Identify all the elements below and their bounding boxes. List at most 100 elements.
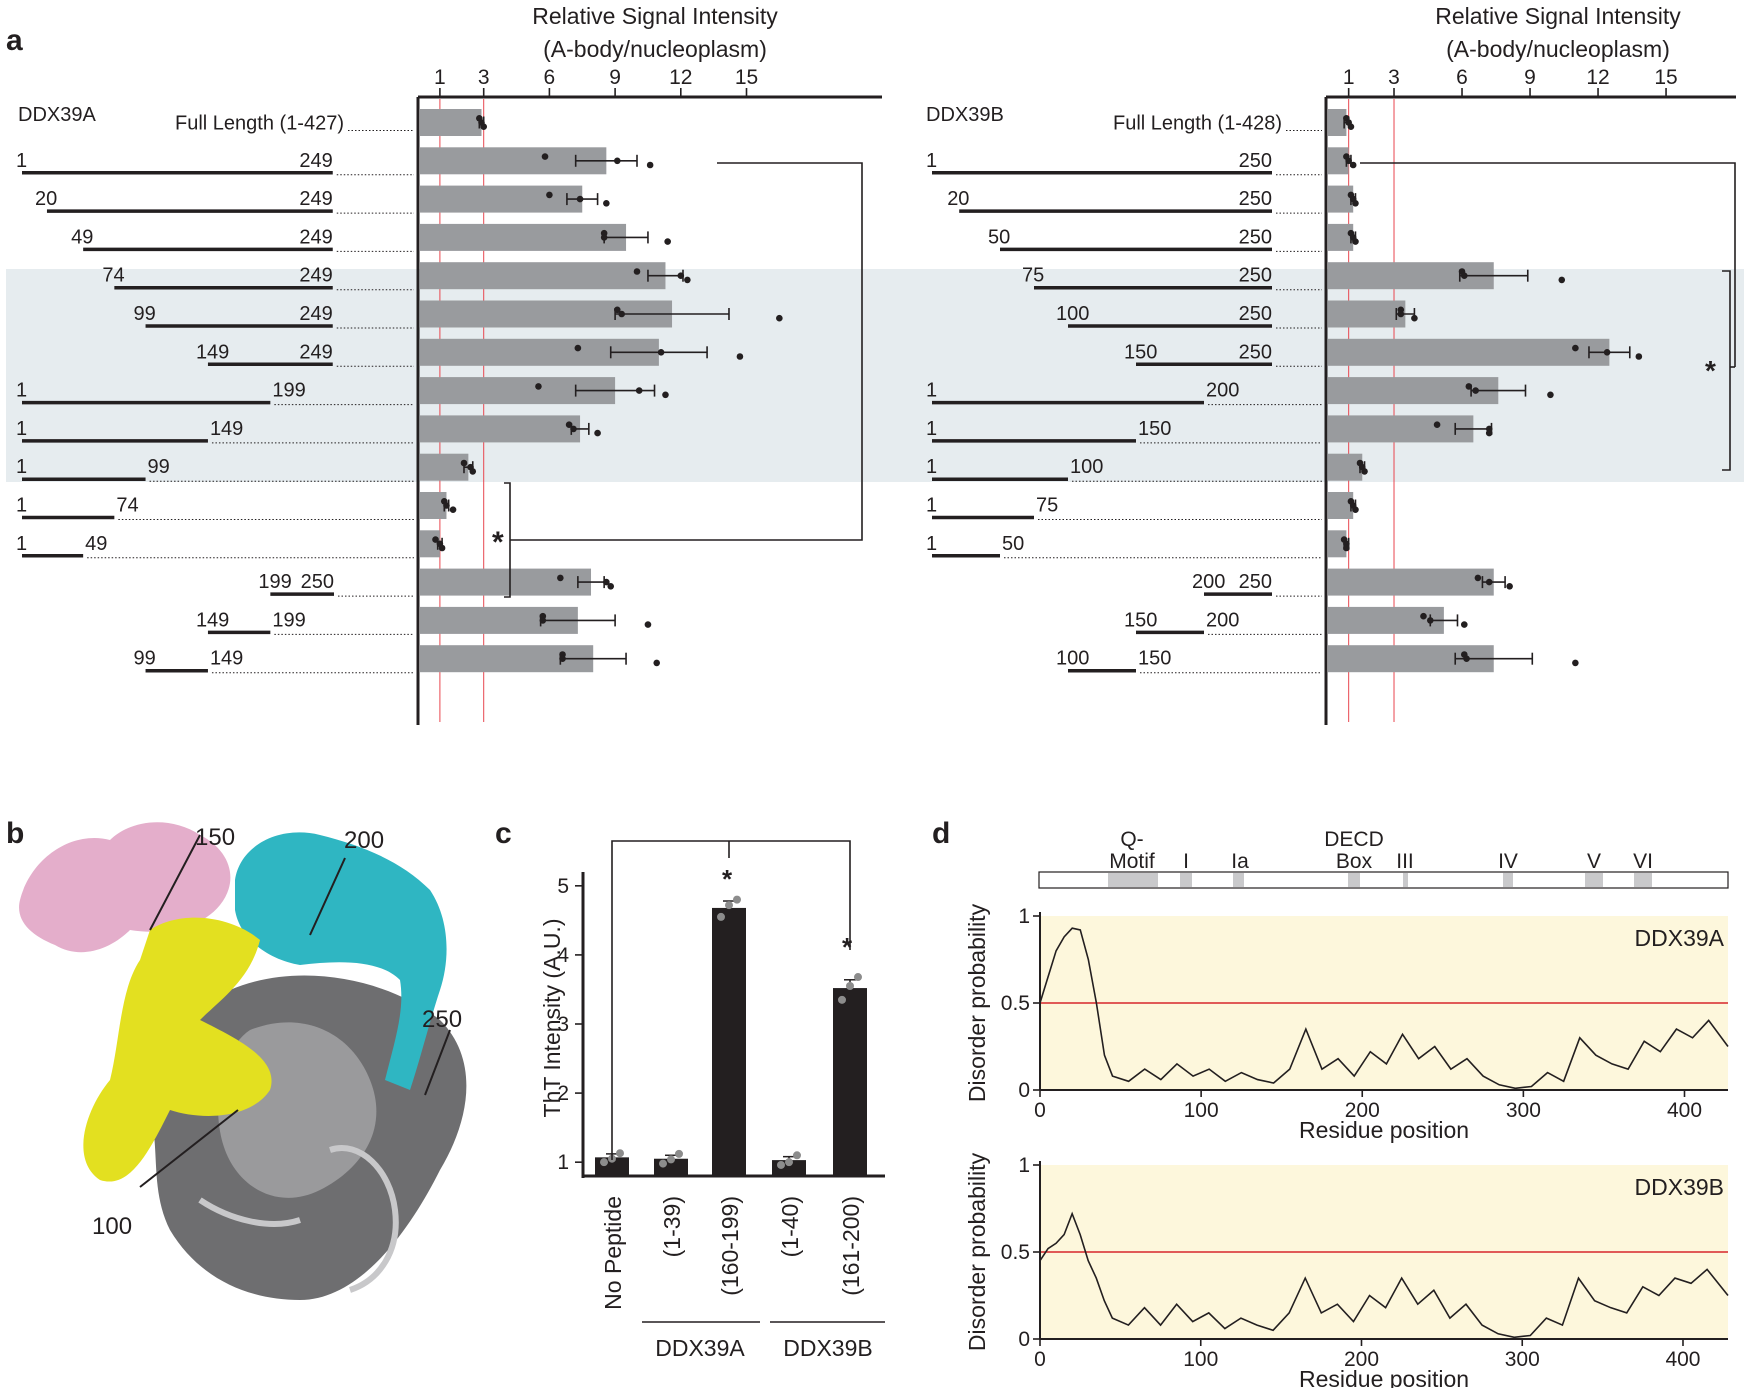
ddx39b-xtick-label: 9 bbox=[1524, 66, 1536, 89]
disorder-xtick-label: 0 bbox=[1034, 1348, 1046, 1371]
ddx39a-data-point bbox=[443, 502, 450, 509]
ddx39b-data-point bbox=[1352, 200, 1359, 207]
disorder-plot-ddx39b: 0 0.5 1 0 100 200 300 400 Residue position Disord… bbox=[964, 1152, 1729, 1388]
ddx39a-data-point bbox=[449, 506, 457, 513]
tht-data-point bbox=[659, 1159, 667, 1168]
disorder-ytick-label: 1 bbox=[1018, 905, 1030, 928]
ddx39a-data-point bbox=[535, 383, 542, 390]
domain-label-vi: VI bbox=[1633, 850, 1653, 873]
ddx39a-data-point bbox=[570, 425, 577, 433]
disorder-xtick-label: 200 bbox=[1344, 1348, 1379, 1371]
ddx39b-segment-end: 250 bbox=[1239, 341, 1272, 363]
disorder-series-line bbox=[1039, 927, 1729, 1090]
tht-bar bbox=[833, 988, 867, 1176]
tht-category-label: (1-39) bbox=[659, 1196, 685, 1257]
panel-a: a Relative Signal Intensity (A-body/nucl… bbox=[6, 3, 1744, 725]
ddx39a-data-point bbox=[635, 387, 643, 394]
ddx39a-data-point bbox=[574, 344, 582, 352]
ddx39b-segment-start: 1 bbox=[926, 456, 937, 478]
ddx39a-data-point bbox=[613, 157, 621, 165]
ddx39b-bar bbox=[1328, 606, 1444, 634]
ddx39b-data-point bbox=[1397, 310, 1405, 318]
group-label-ddx39a: DDX39A bbox=[655, 1335, 745, 1361]
right-rows: Full Length (1-428) 1 250 20 250 50 250 75 250 10… bbox=[926, 113, 1322, 674]
domain-vi bbox=[1634, 873, 1652, 887]
ddx39a-segment-start: 74 bbox=[102, 265, 124, 287]
ddx39b-data-point bbox=[1361, 468, 1368, 475]
ddx39a-data-point bbox=[546, 191, 553, 199]
ddx39a-segment-start: 149 bbox=[196, 341, 229, 363]
disorder-x-label: Residue position bbox=[1299, 1117, 1469, 1143]
panel-d-letter: d bbox=[932, 817, 950, 850]
ddx39a-data-point bbox=[644, 621, 652, 628]
ddx39a-segment-start: 149 bbox=[196, 609, 229, 631]
ddx39b-data-point bbox=[1460, 621, 1468, 628]
tht-ytick-label: 1 bbox=[557, 1151, 569, 1174]
ddx39b-segment-start: 100 bbox=[1056, 303, 1089, 325]
domain-iv bbox=[1503, 873, 1513, 887]
ddx39a-segment-end: 49 bbox=[85, 533, 107, 555]
right-sig-bracket-outer bbox=[1360, 162, 1736, 367]
domain-label-motif: Motif bbox=[1109, 850, 1155, 873]
ddx39b-segment-end: 250 bbox=[1239, 571, 1272, 593]
disorder-xtick-label: 400 bbox=[1665, 1348, 1700, 1371]
ddx39a-segment-end: 74 bbox=[116, 495, 138, 517]
ddx39b-segment-end: 200 bbox=[1206, 380, 1239, 402]
ddx39a-data-point bbox=[677, 272, 685, 280]
ddx39a-segment-start: 1 bbox=[16, 495, 27, 517]
tht-data-point bbox=[846, 982, 854, 990]
domain-label-i: I bbox=[1183, 850, 1189, 873]
disorder-plot-title: DDX39B bbox=[1635, 1174, 1724, 1200]
ddx39b-data-point bbox=[1506, 583, 1513, 590]
disorder-xtick-label: 0 bbox=[1034, 1099, 1046, 1122]
ddx39b-data-point bbox=[1352, 238, 1359, 245]
yellow-region-shape bbox=[83, 917, 272, 1182]
ddx39b-segment-start: 1 bbox=[926, 150, 937, 172]
ddx39b-bar bbox=[1328, 109, 1347, 136]
ddx39a-data-point bbox=[594, 429, 601, 437]
disorder-x-label: Residue position bbox=[1299, 1366, 1469, 1388]
core-loop-2 bbox=[198, 1197, 301, 1227]
ddx39a-segment-end: 149 bbox=[210, 648, 243, 670]
ddx39a-data-point bbox=[657, 349, 665, 356]
ddx39b-data-point bbox=[1352, 506, 1359, 513]
ddx39b-segment-end: 250 bbox=[1239, 265, 1272, 287]
ddx39a-data-point bbox=[736, 353, 744, 360]
domain-label-v: V bbox=[1587, 850, 1601, 873]
disorder-xtick-label: 300 bbox=[1505, 1348, 1540, 1371]
ddx39a-data-point bbox=[438, 544, 446, 552]
ddx39a-data-point bbox=[539, 617, 547, 624]
domain-map-bar bbox=[1038, 871, 1729, 889]
ddx39b-xtick-label: 3 bbox=[1388, 66, 1400, 89]
ddx39a-data-point bbox=[684, 276, 691, 284]
ddx39a-data-point bbox=[557, 574, 564, 582]
ddx39b-segment-start: 20 bbox=[947, 188, 969, 210]
ddx39b-data-point bbox=[1463, 655, 1470, 662]
panel-b-letter: b bbox=[6, 817, 24, 850]
ddx39a-data-point bbox=[603, 200, 610, 207]
ddx39b-data-point bbox=[1474, 574, 1482, 582]
ddx39a-xtick-label: 3 bbox=[478, 66, 490, 89]
panel-c-letter: c bbox=[495, 817, 512, 850]
right-axis-title-line2: (A-body/nucleoplasm) bbox=[1446, 36, 1670, 62]
highlight-band bbox=[6, 269, 1744, 482]
disorder-plot-title: DDX39A bbox=[1635, 925, 1725, 951]
tht-data-point bbox=[717, 912, 725, 921]
ddx39a-data-point bbox=[469, 468, 477, 475]
ddx39b-bar bbox=[1328, 300, 1406, 328]
ddx39a-segment-end: 249 bbox=[299, 150, 332, 172]
right-bars bbox=[1328, 109, 1643, 673]
protein-structure-illustration: 150 200 250 100 bbox=[19, 822, 467, 1300]
domain-i bbox=[1180, 873, 1192, 887]
ddx39a-segment-end: 99 bbox=[148, 456, 170, 478]
ddx39b-data-point bbox=[1572, 659, 1579, 667]
tht-category-label: No Peptide bbox=[600, 1196, 626, 1310]
right-sig-bracket-inner bbox=[1722, 270, 1731, 471]
ddx39b-data-point bbox=[1433, 421, 1441, 429]
ddx39a-segment-start: 1 bbox=[16, 533, 27, 555]
ddx39b-bar bbox=[1328, 223, 1354, 251]
ddx39a-bar bbox=[420, 109, 482, 136]
panel-d: d Q- Motif I Ia DECD Box III IV V VI 0 0.… bbox=[932, 817, 1729, 1388]
ddx39b-data-point bbox=[1603, 349, 1611, 356]
ddx39b-segment-end: 250 bbox=[1239, 188, 1272, 210]
